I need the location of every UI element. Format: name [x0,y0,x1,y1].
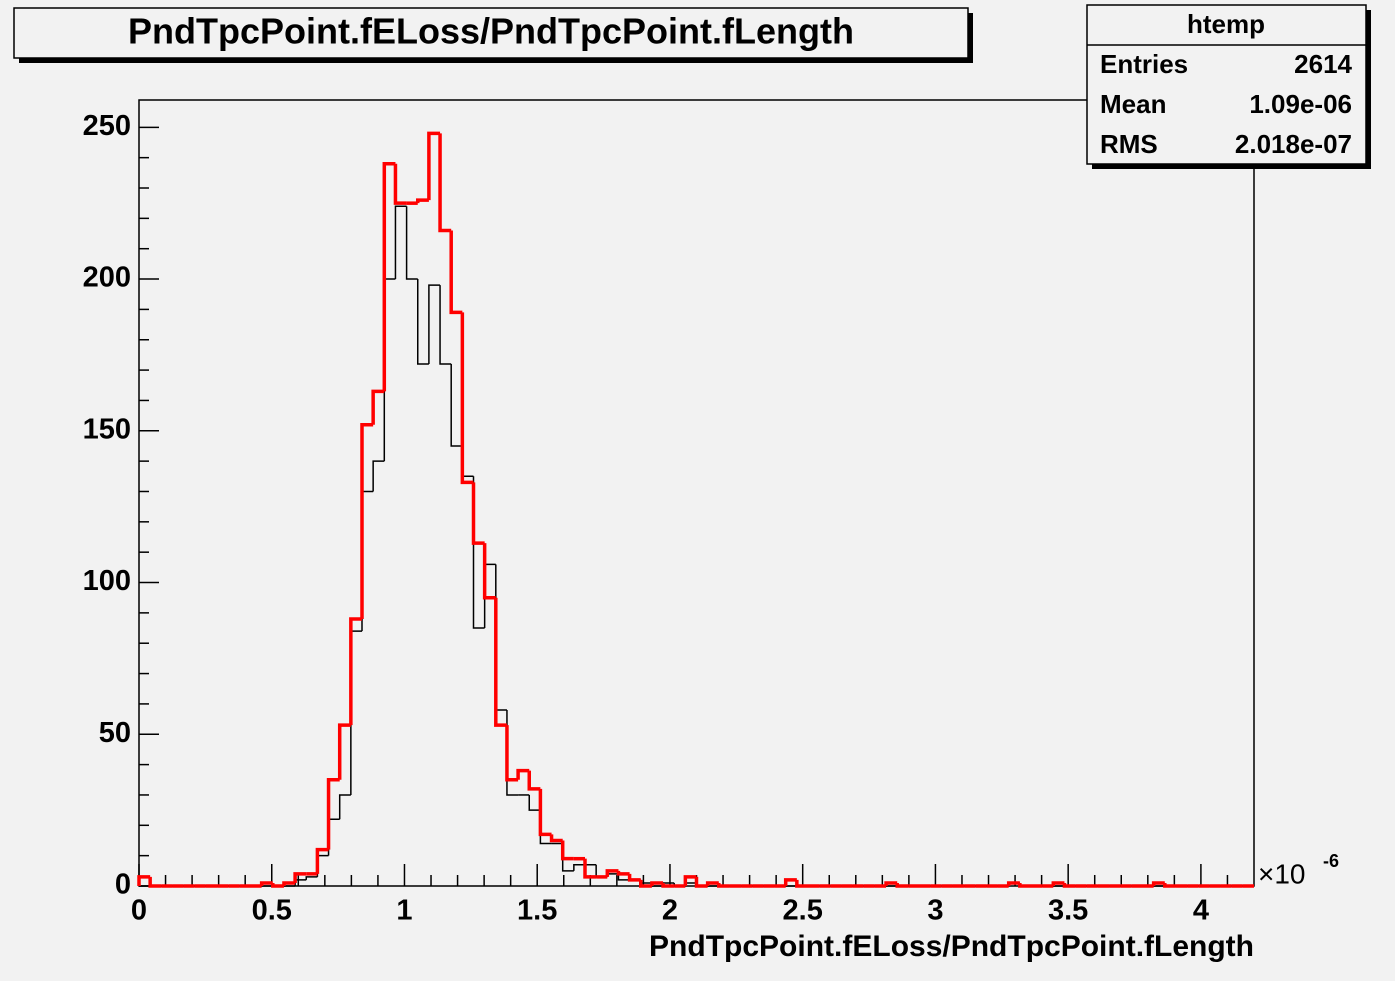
histogram-bin [505,725,519,782]
histogram-bin [405,206,418,280]
histogram-bin [428,284,441,365]
histogram-bin [450,364,463,447]
stats-label: Entries [1100,49,1188,79]
histogram-bin [1151,881,1165,886]
histogram-bin [795,879,808,888]
stats-box [1086,4,1367,165]
histogram-bin [416,198,429,204]
histogram-bin [683,875,697,886]
x-multiplier: ×10 [1258,858,1306,889]
histogram-bin [360,422,374,619]
y-tick-label: 150 [83,413,131,445]
histogram-bin [1062,882,1076,888]
histogram-bin [293,872,307,883]
histogram-bin [516,768,530,780]
histogram-bin [282,881,296,886]
y-tick-label: 100 [83,565,131,597]
x-tick-label: 2.5 [783,895,823,927]
histogram-bin [417,279,429,365]
histogram-bin [1051,881,1065,886]
histogram-bin [482,543,496,600]
title-box [13,7,969,59]
stats-value: 1.09e-06 [1249,89,1352,119]
stats-title: htemp [1187,9,1265,39]
x-tick-label: 3 [927,895,943,927]
histogram-bin [639,879,652,888]
histogram-bin [137,875,151,886]
x-tick-label: 1 [396,895,412,927]
histogram-bin [1018,882,1031,888]
histogram-bin [494,597,507,727]
histogram-bin [259,881,273,886]
histogram-bin [438,133,452,233]
histogram-bin [1163,882,1176,888]
x-tick-label: 3.5 [1048,895,1088,927]
histogram-bin [349,617,362,726]
x-tick-label: 0.5 [252,895,292,927]
histogram-bin [394,205,407,280]
chart-title: PndTpcPoint.fELoss/PndTpcPoint.fLength [128,11,854,52]
y-tick-label: 200 [83,262,131,294]
histogram-bin [337,723,351,780]
plot-frame [138,99,1255,887]
histogram-bin [527,770,541,791]
x-tick-label: 4 [1193,895,1209,927]
histogram-bin [549,834,563,843]
histogram-bin [783,878,797,886]
histogram-bin [338,794,351,820]
histogram-bin [449,230,463,315]
histogram-bin [382,161,396,392]
histogram-bin [439,285,452,365]
y-tick-label: 0 [115,869,131,901]
histogram-bin [538,788,552,837]
histogram-bin [148,876,162,888]
histogram-bin [315,847,329,874]
histogram-bin [271,882,284,888]
histogram-bin [1006,881,1020,886]
histogram-bin [627,873,641,882]
histogram-bin [471,482,485,545]
stats-label: Mean [1100,89,1166,119]
x-tick-label: 0 [131,895,147,927]
histogram-bin [884,881,898,886]
histogram-bin [528,794,541,811]
stats-rows: Entries 2614 Mean 1.09e-06 RMS 2.018e-07 [1100,49,1353,159]
histogram-bin [661,882,675,888]
histogram-bin [694,876,708,888]
plot: 0 50 100 150 200 250 0 0.5 1 1.5 2 2.5 3 3.5 4 [83,110,1254,927]
y-tick-label: 250 [83,110,131,142]
histogram-bin [393,163,407,205]
x-tick-label: 2 [662,895,678,927]
histogram-bin [583,858,597,879]
histogram-bin [705,881,719,886]
histogram-bin [560,840,574,861]
histogram-bin [650,881,664,886]
histogram-bin [427,131,441,201]
histogram-bin [617,873,630,881]
y-tick-label: 50 [99,717,131,749]
histogram-bin [605,869,619,877]
x-tick-label: 1.5 [517,895,557,927]
x-axis-label: PndTpcPoint.fELoss/PndTpcPoint.fLength [649,930,1254,963]
histogram-bin [326,778,340,850]
stats-label: RMS [1100,129,1158,159]
histogram-bin [717,882,730,888]
histogram-bin [460,312,474,485]
stats-value: 2.018e-07 [1235,129,1352,159]
x-multiplier-exponent: -6 [1323,851,1339,871]
stats-value: 2614 [1294,49,1352,79]
histogram-bin [305,876,318,880]
histogram-bin [895,882,909,888]
histogram-bin [573,864,585,871]
histogram-bin [371,389,385,425]
histogram-bin [616,870,630,876]
histogram-bin [372,460,385,492]
